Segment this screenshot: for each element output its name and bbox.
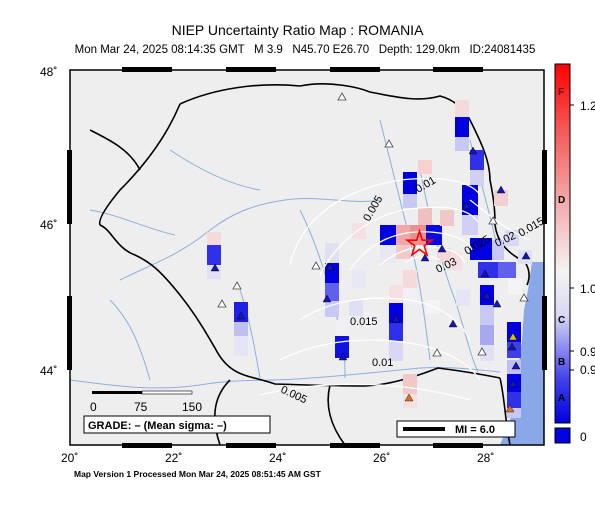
grade-box: [83, 415, 271, 434]
lon-label-20: 20˚: [61, 451, 78, 465]
mi-legend-text: MI = 6.0: [455, 424, 495, 436]
colorbar-tick-label: 0: [580, 430, 587, 444]
grade-letter-c: C: [558, 315, 565, 326]
colorbar-ticks: [570, 104, 574, 371]
contour-lines: [259, 177, 531, 401]
colorbar-tick-label: 1.0: [580, 282, 595, 296]
contour-label: 0.01: [372, 357, 393, 369]
grade-letter-a: A: [558, 393, 565, 404]
lat-label-46: 46˚: [40, 218, 57, 232]
stations-open: [217, 92, 529, 357]
lon-label-26: 26˚: [373, 451, 390, 465]
colorbar-tick-label: 1.2: [580, 99, 595, 113]
scale-label-75: 75: [134, 400, 148, 414]
lon-label-24: 24˚: [269, 451, 286, 465]
contour-label: 0.015: [350, 316, 378, 328]
mi-legend-line: [403, 427, 445, 431]
grade-text: GRADE: – (Mean sigma: –): [88, 420, 227, 432]
stations-blue: [210, 146, 531, 388]
epicenter-star: [404, 228, 435, 258]
colorbar-tick-label: 0.9: [580, 345, 595, 359]
stations-other: [404, 332, 518, 413]
scale-bar: 0 75 150: [90, 390, 202, 414]
lon-label-22: 22˚: [165, 451, 182, 465]
scale-label-150: 150: [182, 400, 202, 414]
frame-ticks: [67, 67, 547, 448]
map-frame: [69, 69, 545, 446]
black-sea: [500, 262, 544, 445]
grade-letter-d: D: [558, 195, 565, 206]
map-title: NIEP Uncertainty Ratio Map : ROMANIA: [171, 22, 424, 38]
grade-letter-b: B: [558, 357, 565, 368]
grade-letter-f: F: [558, 87, 564, 98]
lat-label-48: 48˚: [40, 65, 57, 79]
scale-label-0: 0: [90, 400, 97, 414]
colorbar-min-swatch: [554, 427, 571, 444]
colorbar: [554, 63, 571, 424]
map-footer: Map Version 1 Processed Mon Mar 24, 2025…: [74, 469, 321, 479]
event-info: Mon Mar 24, 2025 08:14:35 GMT M 3.9 N45.…: [74, 44, 536, 56]
colorbar-tick-label: 0.9: [580, 363, 595, 377]
lat-label-44: 44˚: [40, 364, 57, 378]
mi-legend-box: [396, 420, 516, 438]
lon-label-28: 28˚: [477, 451, 494, 465]
